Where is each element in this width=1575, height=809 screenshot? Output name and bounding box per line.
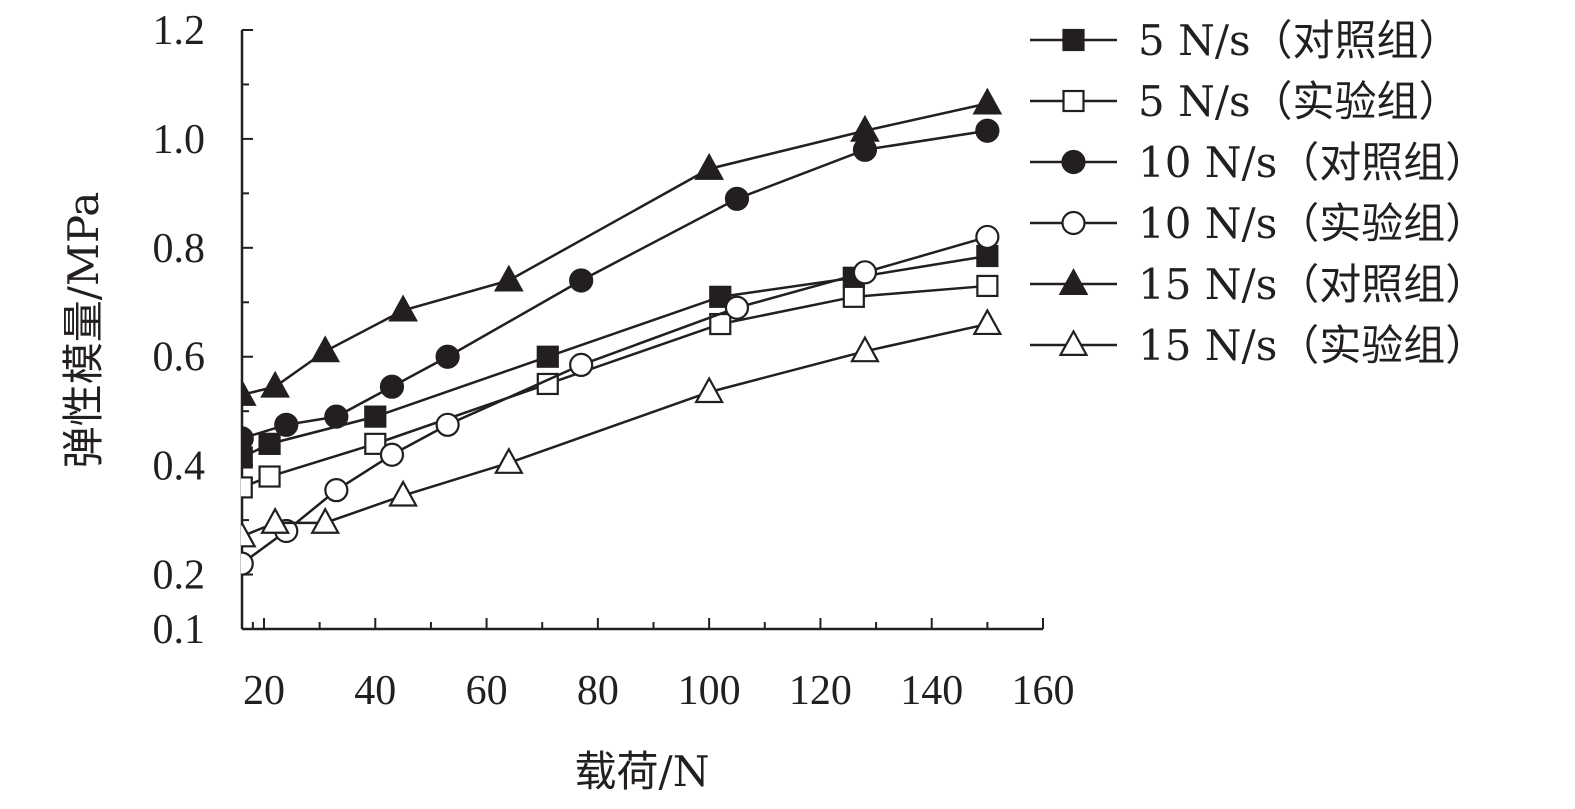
series-group — [241, 118, 1000, 451]
legend-marker — [1058, 268, 1089, 295]
legend: 5 N/s（对照组） 5 N/s（实验组） 10 N/s（对照组） 10 N/s（实验… — [1030, 16, 1487, 370]
data-point — [536, 345, 559, 368]
data-point — [972, 308, 1003, 336]
y-tick-label: 0.8 — [153, 226, 206, 272]
x-tick-label: 20 — [243, 668, 285, 714]
series-group — [241, 224, 1000, 576]
legend-label: 10 N/s（对照组） — [1138, 138, 1487, 187]
legend-label: 5 N/s（实验组） — [1138, 77, 1461, 126]
legend-item: 15 N/s（对照组） — [1030, 260, 1487, 309]
y-tick-label: 0.1 — [153, 607, 206, 653]
series-group — [241, 244, 999, 469]
legend-item: 10 N/s（实验组） — [1030, 199, 1487, 248]
data-point — [972, 87, 1003, 115]
data-point — [379, 374, 405, 399]
data-point — [569, 352, 594, 377]
legend-item: 5 N/s（实验组） — [1030, 77, 1461, 126]
data-point — [388, 294, 418, 322]
x-tick-label: 60 — [466, 668, 508, 714]
data-point — [260, 370, 290, 398]
data-point — [258, 465, 281, 488]
y-tick-label: 0.4 — [153, 444, 206, 490]
data-point — [852, 260, 878, 285]
y-tick-label: 0.6 — [153, 335, 206, 381]
data-point — [709, 285, 732, 308]
legend-item: 5 N/s（对照组） — [1030, 16, 1461, 65]
data-point — [975, 118, 1000, 143]
data-point — [241, 476, 253, 499]
data-point — [274, 412, 299, 437]
legend-label: 10 N/s（实验组） — [1138, 199, 1487, 248]
data-point — [241, 551, 254, 576]
y-tick-label: 0.2 — [153, 553, 206, 599]
data-point — [842, 285, 865, 308]
data-point — [260, 506, 290, 534]
data-point — [493, 264, 524, 292]
data-point — [852, 137, 878, 162]
data-point — [850, 114, 880, 142]
data-point — [364, 432, 387, 455]
legend-label: 15 N/s（对照组） — [1138, 260, 1487, 309]
data-point — [724, 186, 750, 211]
data-point — [324, 404, 349, 429]
series-line — [241, 129, 988, 440]
data-point — [493, 446, 524, 474]
data-point — [975, 224, 1000, 250]
x-ticks: 20 40 60 80 100 120 140 160 — [243, 618, 1075, 714]
data-point — [310, 335, 341, 363]
y-tick-label: 1.2 — [153, 8, 206, 54]
legend-label: 5 N/s（对照组） — [1138, 16, 1461, 65]
data-point — [379, 442, 405, 467]
series-line — [241, 102, 988, 397]
y-axis-title: 弹性模量/MPa — [59, 192, 108, 469]
data-point — [569, 268, 594, 293]
data-point — [724, 295, 750, 320]
x-tick-label: 120 — [789, 668, 852, 714]
data-point — [850, 335, 880, 363]
x-tick-label: 160 — [1012, 668, 1075, 714]
y-tick-label: 1.0 — [153, 117, 206, 163]
series-layer — [241, 87, 1003, 576]
legend-label: 15 N/s（实验组） — [1138, 321, 1487, 370]
axes: 20 40 60 80 100 120 140 160 0.1 0.2 0.4 0.6 0.8 1.0 1… — [153, 8, 1075, 714]
series-line — [241, 284, 988, 489]
data-point — [435, 344, 460, 369]
data-point — [976, 274, 999, 298]
data-point — [241, 520, 257, 548]
legend-item: 10 N/s（对照组） — [1030, 138, 1487, 187]
x-axis-title: 载荷/N — [575, 747, 710, 796]
data-point — [694, 152, 725, 180]
x-tick-label: 40 — [354, 668, 396, 714]
x-tick-label: 100 — [678, 668, 741, 714]
series-group — [241, 274, 999, 499]
series-group — [241, 308, 1003, 548]
x-tick-label: 80 — [577, 668, 619, 714]
series-line — [241, 235, 988, 565]
legend-marker — [1062, 89, 1085, 113]
data-point — [364, 405, 387, 428]
x-tick-label: 140 — [900, 668, 963, 714]
data-point — [694, 376, 725, 404]
data-point — [258, 432, 281, 455]
data-point — [435, 412, 460, 437]
data-point — [241, 426, 254, 451]
legend-marker — [1062, 28, 1085, 52]
data-point — [388, 479, 418, 507]
legend-item: 15 N/s（实验组） — [1030, 321, 1487, 370]
y-ticks: 0.1 0.2 0.4 0.6 0.8 1.0 1.2 — [153, 8, 253, 653]
legend-marker — [1061, 149, 1086, 175]
legend-marker — [1058, 329, 1089, 356]
series-group — [241, 87, 1003, 406]
legend-marker — [1061, 210, 1086, 236]
data-point — [310, 506, 341, 534]
data-point — [241, 378, 257, 406]
data-point — [324, 478, 349, 503]
